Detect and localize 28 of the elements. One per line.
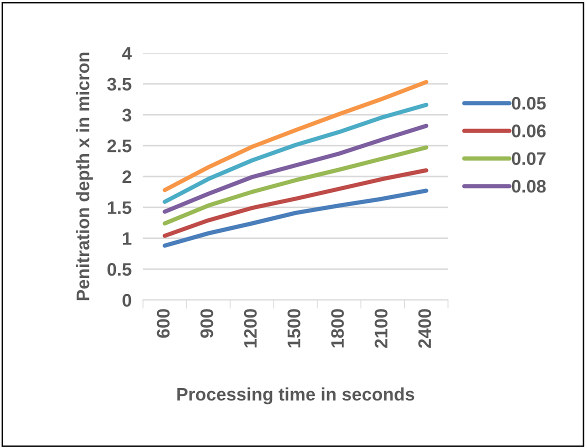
y-tick-label: 0 xyxy=(122,294,132,307)
x-axis-title: Processing time in seconds xyxy=(177,387,414,404)
legend-label: 0.05 xyxy=(512,96,546,110)
line-series xyxy=(162,80,428,192)
line-series xyxy=(162,145,428,226)
x-tick-label: 1500 xyxy=(288,309,300,348)
line-series xyxy=(162,124,428,214)
y-tick-label: 4 xyxy=(122,47,132,60)
legend-label: 0.08 xyxy=(512,180,546,193)
x-tick-label: 2400 xyxy=(418,309,432,348)
line-series xyxy=(162,102,428,204)
y-tick-label: 0.5 xyxy=(108,263,132,276)
y-tick-label: 1 xyxy=(122,232,132,245)
line-series xyxy=(162,168,428,238)
legend-label: 0.06 xyxy=(512,124,546,138)
y-tick-label: 2 xyxy=(122,170,132,184)
x-tick-label: 1800 xyxy=(331,309,344,348)
x-tick-label: 600 xyxy=(156,309,170,338)
y-tick-label: 3 xyxy=(122,108,132,122)
y-axis-title: Penitration depth x in micron xyxy=(76,52,93,300)
x-tick-label: 1200 xyxy=(244,309,257,348)
y-tick-label: 3.5 xyxy=(107,78,132,91)
y-tick-label: 2.5 xyxy=(107,140,132,152)
line-series xyxy=(162,188,428,248)
y-tick-label: 1.5 xyxy=(108,201,132,214)
legend-label: 0.07 xyxy=(512,152,546,166)
x-tick-label: 900 xyxy=(200,309,214,338)
x-tick-label: 2100 xyxy=(374,309,388,348)
